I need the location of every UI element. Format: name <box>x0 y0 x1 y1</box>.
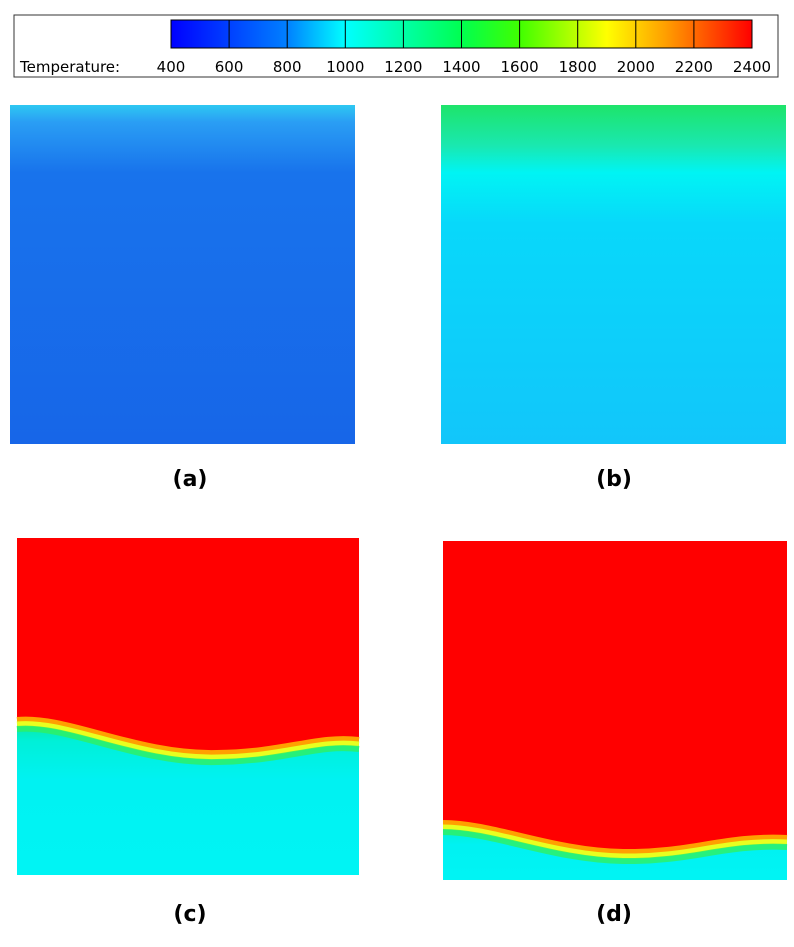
colorbar-tick-label: 400 <box>157 58 186 76</box>
colorbar-tick-label: 1600 <box>501 58 539 76</box>
colorbar-tick-label: 2400 <box>733 58 771 76</box>
colorbar-tick-label: 600 <box>215 58 244 76</box>
colorbar-tick-label: 1400 <box>442 58 480 76</box>
colorbar-tick-label: 800 <box>273 58 302 76</box>
panel-b <box>441 105 786 444</box>
colorbar-label: Temperature: <box>19 58 120 76</box>
colorbar-tick-label: 1800 <box>559 58 597 76</box>
panel-label: (c) <box>173 902 206 927</box>
panel-label: (a) <box>173 467 208 492</box>
colorbar-tick-label: 2000 <box>617 58 655 76</box>
colorbar-tick-label: 1200 <box>384 58 422 76</box>
colorbar-tick-label: 1000 <box>326 58 364 76</box>
panel-label: (b) <box>596 467 632 492</box>
panel-a <box>10 105 355 444</box>
panel-label: (d) <box>596 902 632 927</box>
colorbar-ticks: 400 600 800 1000 1200 1400 1600 1800 2000 2200 240… <box>157 20 771 76</box>
panel-d <box>442 541 788 880</box>
panel-c <box>16 538 360 875</box>
colorbar-tick-label: 2200 <box>675 58 713 76</box>
